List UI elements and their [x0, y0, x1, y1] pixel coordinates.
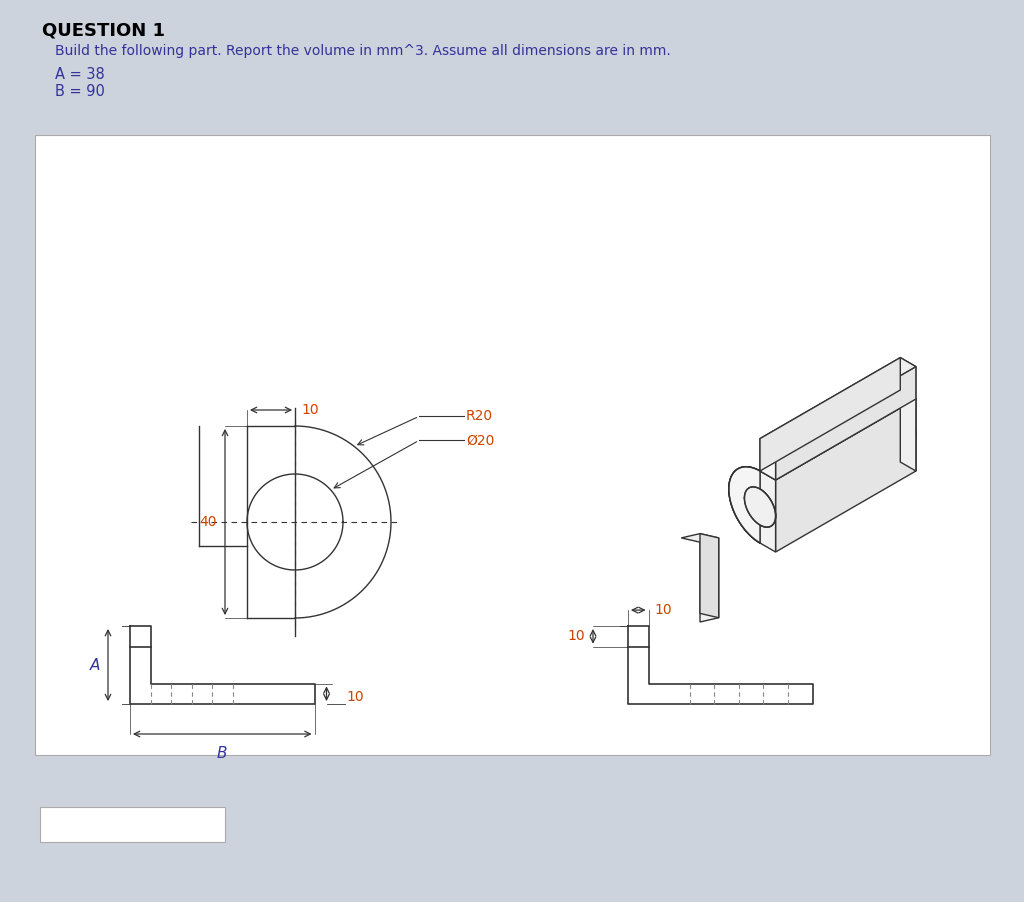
Bar — [35, 135, 990, 755]
Text: 10: 10 — [346, 690, 365, 704]
Polygon shape — [729, 466, 760, 543]
Polygon shape — [900, 357, 915, 399]
Polygon shape — [681, 534, 719, 542]
Text: 40: 40 — [200, 515, 217, 529]
Polygon shape — [869, 386, 900, 462]
Polygon shape — [744, 487, 775, 527]
Text: Build the following part. Report the volume in mm^3. Assume all dimensions are i: Build the following part. Report the vol… — [55, 44, 671, 58]
Text: A = 38: A = 38 — [55, 67, 104, 82]
Polygon shape — [700, 534, 719, 618]
Polygon shape — [900, 390, 915, 471]
Polygon shape — [729, 386, 900, 543]
Polygon shape — [900, 390, 915, 471]
Text: B = 90: B = 90 — [55, 84, 104, 99]
Polygon shape — [700, 538, 719, 622]
Polygon shape — [760, 438, 775, 480]
Polygon shape — [775, 399, 915, 552]
Polygon shape — [744, 487, 775, 527]
Text: Ø20: Ø20 — [466, 433, 495, 447]
Polygon shape — [760, 357, 900, 471]
Polygon shape — [775, 366, 915, 480]
Text: QUESTION 1: QUESTION 1 — [42, 22, 165, 40]
Polygon shape — [760, 390, 915, 480]
Text: 10: 10 — [654, 603, 672, 617]
Text: R20: R20 — [466, 410, 494, 423]
Text: B: B — [217, 746, 227, 761]
Polygon shape — [729, 466, 760, 543]
Polygon shape — [744, 406, 915, 516]
Polygon shape — [760, 471, 775, 552]
Text: 10: 10 — [567, 630, 585, 643]
Text: 10: 10 — [301, 403, 318, 417]
Text: A: A — [90, 658, 100, 673]
Polygon shape — [760, 357, 915, 447]
Bar — [40, 807, 225, 842]
